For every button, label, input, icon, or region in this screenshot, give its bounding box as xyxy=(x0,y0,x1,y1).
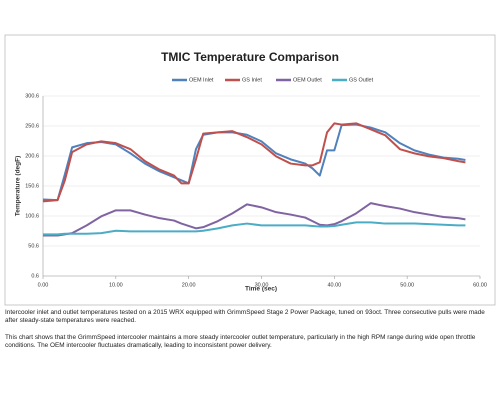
x-tick-label: 0.00 xyxy=(38,282,49,288)
x-tick-label: 10.00 xyxy=(109,282,123,288)
x-tick-label: 30.00 xyxy=(255,282,269,288)
series-line xyxy=(43,221,466,236)
x-axis-label: Time (sec) xyxy=(245,286,277,293)
x-tick-label: 40.00 xyxy=(327,282,341,288)
y-tick-label: 0.6 xyxy=(31,273,39,279)
y-tick-label: 200.6 xyxy=(25,153,39,159)
y-tick-label: 100.6 xyxy=(25,213,39,219)
y-tick-label: 250.6 xyxy=(25,123,39,129)
series-line xyxy=(42,122,466,203)
chart-frame xyxy=(4,34,496,306)
series-line xyxy=(42,123,466,202)
caption-paragraph: Intercooler inlet and outlet temperature… xyxy=(5,309,485,324)
series-line xyxy=(43,202,466,237)
x-tick-label: 20.00 xyxy=(182,282,196,288)
y-tick-label: 300.6 xyxy=(25,93,39,99)
legend-label: GS Inlet xyxy=(242,77,262,83)
legend-label: GS Outlet xyxy=(349,77,374,83)
x-tick-label: 50.00 xyxy=(400,282,414,288)
y-axis-label: Temperature (degF) xyxy=(15,156,22,217)
x-tick-label: 60.00 xyxy=(473,282,487,288)
chart-title: TMIC Temperature Comparison xyxy=(161,50,339,64)
y-tick-label: 50.6 xyxy=(28,243,39,249)
caption-paragraph: This chart shows that the GrimmSpeed int… xyxy=(5,334,476,349)
legend-label: OEM Inlet xyxy=(189,77,214,83)
y-tick-label: 150.6 xyxy=(25,183,39,189)
legend-label: OEM Outlet xyxy=(293,77,322,83)
